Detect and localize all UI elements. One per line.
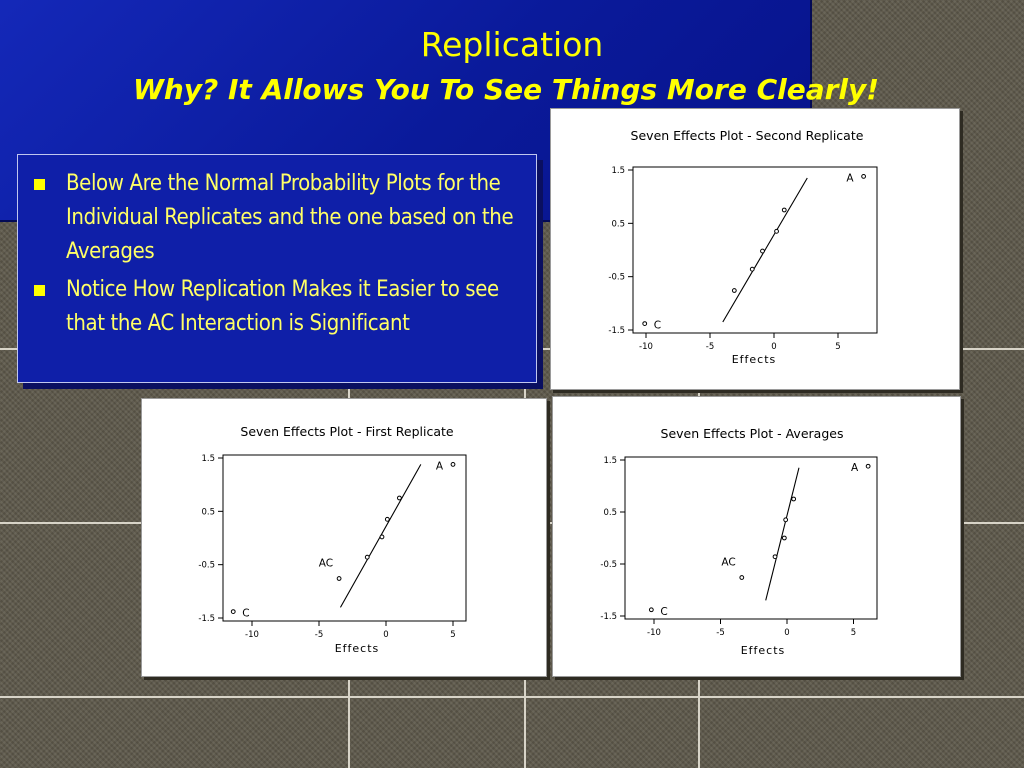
y-tick-label: 1.5 [611,166,625,176]
data-point [749,266,755,272]
point-label: C [654,320,661,332]
data-point [397,495,402,501]
data-point [865,463,871,469]
fit-line [765,467,800,601]
bullet-text: Below Are the Normal Probability Plots f… [66,171,514,264]
bullet-text-box: Below Are the Normal Probability Plots f… [17,154,537,383]
slide-subtitle: Why? It Allows You To See Things More Cl… [132,73,880,106]
x-tick-label: 5 [851,628,856,638]
point-label: A [851,462,859,474]
data-point [791,496,797,502]
x-tick-label: 5 [450,630,455,640]
point-label: C [242,608,249,620]
x-tick-label: -5 [716,628,724,638]
data-point [731,288,737,293]
x-tick-label: -5 [315,630,323,640]
y-tick-label: 0.5 [201,507,215,517]
data-point [384,516,390,522]
x-axis-label: Effects [741,644,786,657]
chart-averages: Seven Effects Plot - Averages Effects 1.… [600,426,878,657]
data-point [774,228,779,234]
x-axis-label: Effects [335,642,380,655]
data-point [783,517,789,523]
y-tick-label: -0.5 [198,561,215,571]
chart-panel-first-replicate: Seven Effects Plot - First Replicate Eff… [141,398,547,677]
data-point [379,534,385,540]
chart-panel-averages: Seven Effects Plot - Averages Effects 1.… [552,396,961,677]
fit-line [722,177,808,323]
y-tick-label: 0.5 [611,219,625,229]
bullet-item: Below Are the Normal Probability Plots f… [34,167,528,269]
tile-grid-line [0,696,1024,698]
data-point [648,607,654,613]
y-tick-label: -1.5 [198,614,215,624]
square-bullet-icon [34,285,45,296]
x-tick-label: 0 [383,630,388,640]
data-point [364,554,370,560]
x-tick-label: 0 [784,628,789,638]
bullet-text: Notice How Replication Makes it Easier t… [66,277,499,336]
point-label: C [660,606,667,618]
point-label: AC [721,557,735,569]
slide-title: Replication [420,25,604,64]
data-point [739,575,745,580]
chart-panel-second-replicate: Seven Effects Plot - Second Replicate Ef… [550,108,960,390]
tile-grid-line [524,0,526,768]
data-point [861,174,867,179]
y-tick-label: -0.5 [600,560,617,570]
bullet-list: Below Are the Normal Probability Plots f… [18,155,536,341]
square-bullet-icon [34,179,45,190]
chart-first-replicate: Seven Effects Plot - First Replicate Eff… [198,424,467,655]
chart-title: Seven Effects Plot - Second Replicate [631,128,864,143]
x-tick-label: -5 [706,342,714,352]
y-tick-label: -1.5 [608,326,625,336]
point-label: A [436,460,444,472]
plot-frame [632,166,878,334]
y-tick-label: -1.5 [600,612,617,622]
data-point [772,554,778,560]
y-tick-label: 0.5 [603,508,617,518]
x-tick-label: -10 [639,342,653,352]
data-point [450,462,456,467]
data-point [642,321,648,327]
x-tick-label: -10 [245,630,259,640]
data-point [781,207,787,213]
point-label: A [846,172,854,184]
y-tick-label: -0.5 [608,273,625,283]
tile-grid-line [348,0,350,768]
data-point [336,576,342,581]
data-point [760,248,765,254]
x-tick-label: 5 [835,342,840,352]
x-tick-label: 0 [771,342,776,352]
x-axis-label: Effects [732,353,777,366]
x-tick-label: -10 [647,628,661,638]
chart-title: Seven Effects Plot - First Replicate [240,424,453,439]
point-label: AC [319,558,333,570]
data-point [781,535,787,541]
chart-title: Seven Effects Plot - Averages [661,426,844,441]
y-tick-label: 1.5 [201,454,215,464]
bullet-item: Notice How Replication Makes it Easier t… [34,273,528,341]
y-tick-label: 1.5 [603,456,617,466]
chart-second-replicate: Seven Effects Plot - Second Replicate Ef… [608,128,878,366]
data-point [230,609,236,615]
plot-frame [624,456,878,620]
plot-frame [222,454,467,622]
